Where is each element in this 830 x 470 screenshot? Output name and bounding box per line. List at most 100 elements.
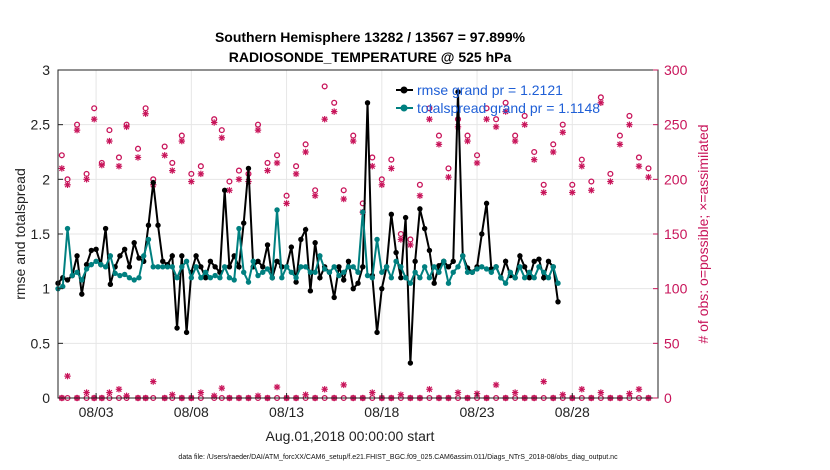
series-1-point xyxy=(421,264,428,270)
x-ticks: 08/03 08/08 08/13 08/18 08/23 08/28 xyxy=(79,393,590,420)
series-1-point xyxy=(317,253,323,259)
obs-assimilated-point xyxy=(98,161,106,169)
obs-assimilated-point-stroke-3 xyxy=(340,196,347,202)
series-1-point xyxy=(260,269,266,275)
obs-possible-point xyxy=(540,181,547,188)
obs-possible-point xyxy=(283,192,290,199)
obs-assimilated-low-point-stroke-3 xyxy=(512,389,518,396)
obs-assimilated-point xyxy=(626,121,633,128)
series-0-point xyxy=(517,253,523,259)
obs-assimilated-low-point-stroke-3 xyxy=(83,389,90,396)
series-0-point xyxy=(221,187,228,193)
obs-possible-point xyxy=(106,127,113,134)
obs-assimilated-point xyxy=(530,156,538,163)
obs-assimilated-point-stroke-3 xyxy=(588,187,595,194)
obs-possible-point xyxy=(273,152,281,159)
series-1-point xyxy=(360,209,366,215)
series-0-point xyxy=(341,277,347,283)
obs-assimilated-point xyxy=(616,141,624,148)
series-1-point xyxy=(269,275,275,281)
obs-possible-point xyxy=(521,112,528,119)
series-1-point xyxy=(312,269,318,275)
obs-assimilated-point-stroke-3 xyxy=(626,121,633,128)
obs-assimilated-point-stroke-3 xyxy=(58,165,65,172)
series-1-point xyxy=(231,277,237,283)
obs-possible-point xyxy=(134,145,142,152)
series-0-point xyxy=(479,231,485,237)
obs-assimilated-point xyxy=(235,176,243,183)
series-0-point xyxy=(450,258,456,265)
footer-datafile: data file: /Users/raeder/DAI/ATM_forcXX/… xyxy=(178,454,618,461)
legend-label-rmse: rmse grand pr = 1.2121 xyxy=(417,82,563,98)
obs-assimilated-point xyxy=(134,154,142,161)
obs-assimilated-point-stroke-3 xyxy=(474,160,480,166)
series-1-point xyxy=(521,275,528,281)
series-1-point xyxy=(417,275,423,281)
obs-assimilated-point xyxy=(273,159,281,167)
obs-assimilated-point-stroke-3 xyxy=(83,176,90,183)
obs-assimilated-low-point-stroke-3 xyxy=(321,386,328,393)
series-1-point xyxy=(174,275,180,281)
series-1-point xyxy=(388,275,395,281)
series-0-point xyxy=(298,236,304,243)
obs-assimilated-point xyxy=(169,167,176,174)
series-1-point xyxy=(202,269,209,275)
series-1-point xyxy=(550,264,556,270)
series-1-point xyxy=(379,269,385,275)
y2-tick-label-3: 150 xyxy=(664,226,688,242)
obs-assimilated-low-point-stroke-3 xyxy=(369,389,376,396)
series-1-point xyxy=(369,275,375,281)
obs-possible-point xyxy=(91,105,98,112)
series-0-point xyxy=(536,256,542,262)
series-0-point xyxy=(260,264,266,270)
series-1-point xyxy=(88,261,95,268)
series-1-point xyxy=(102,264,109,270)
series-1-point xyxy=(217,275,223,281)
obs-assimilated-point xyxy=(588,187,595,194)
obs-assimilated-point xyxy=(106,137,113,145)
obs-possible-point xyxy=(264,159,271,166)
series-0-point xyxy=(288,244,295,250)
obs-assimilated-low-point-stroke-3 xyxy=(302,391,309,398)
obs-assimilated-point xyxy=(90,116,98,123)
x-axis-label: Aug.01,2018 00:00:00 start xyxy=(266,428,435,444)
series-0-point xyxy=(521,264,528,270)
obs-assimilated-point-stroke-3 xyxy=(388,165,395,172)
y-tick-label-0: 0 xyxy=(42,390,50,406)
x-tick-label-0: 08/03 xyxy=(79,404,114,420)
x-tick-label-3: 08/18 xyxy=(364,404,399,420)
series-1-point xyxy=(160,264,166,270)
obs-assimilated-point-stroke-3 xyxy=(255,127,261,133)
obs-assimilated-low-point-stroke-3 xyxy=(578,386,585,393)
obs-assimilated-point-stroke-3 xyxy=(550,149,557,155)
series-1-point xyxy=(293,275,299,281)
y-tick-label-3: 1.5 xyxy=(31,226,51,242)
obs-assimilated-low-point xyxy=(340,381,347,389)
obs-assimilated-point-stroke-3 xyxy=(135,154,141,161)
series-1-point xyxy=(450,269,456,275)
y-axis-label: rmse and totalspread xyxy=(12,168,28,300)
series-1-point xyxy=(198,275,204,281)
obs-assimilated-point xyxy=(64,181,71,188)
series-0-point xyxy=(455,89,461,95)
obs-assimilated-point xyxy=(161,152,168,159)
obs-assimilated-point-stroke-3 xyxy=(236,176,242,183)
obs-assimilated-point-stroke-3 xyxy=(645,174,652,180)
obs-assimilated-low-point-stroke-3 xyxy=(274,384,280,390)
obs-possible-point xyxy=(493,116,500,123)
obs-assimilated-low-point-stroke-3 xyxy=(340,382,347,388)
obs-assimilated-low-point xyxy=(597,389,605,396)
series-0-point xyxy=(107,281,114,287)
obs-assimilated-point-stroke-3 xyxy=(264,167,271,174)
series-1-point xyxy=(483,266,490,272)
obs-assimilated-point-stroke-3 xyxy=(607,178,614,185)
series-1-point xyxy=(493,264,499,270)
series-1-point xyxy=(474,266,480,272)
series-0-point xyxy=(160,258,166,265)
obs-assimilated-point-stroke-3 xyxy=(274,160,280,166)
obs-assimilated-point xyxy=(369,163,376,170)
series-line-1 xyxy=(57,209,559,290)
obs-assimilated-point-stroke-3 xyxy=(64,181,71,188)
obs-assimilated-point-stroke-3 xyxy=(369,163,376,170)
x-tick-label-1: 08/08 xyxy=(174,404,209,420)
